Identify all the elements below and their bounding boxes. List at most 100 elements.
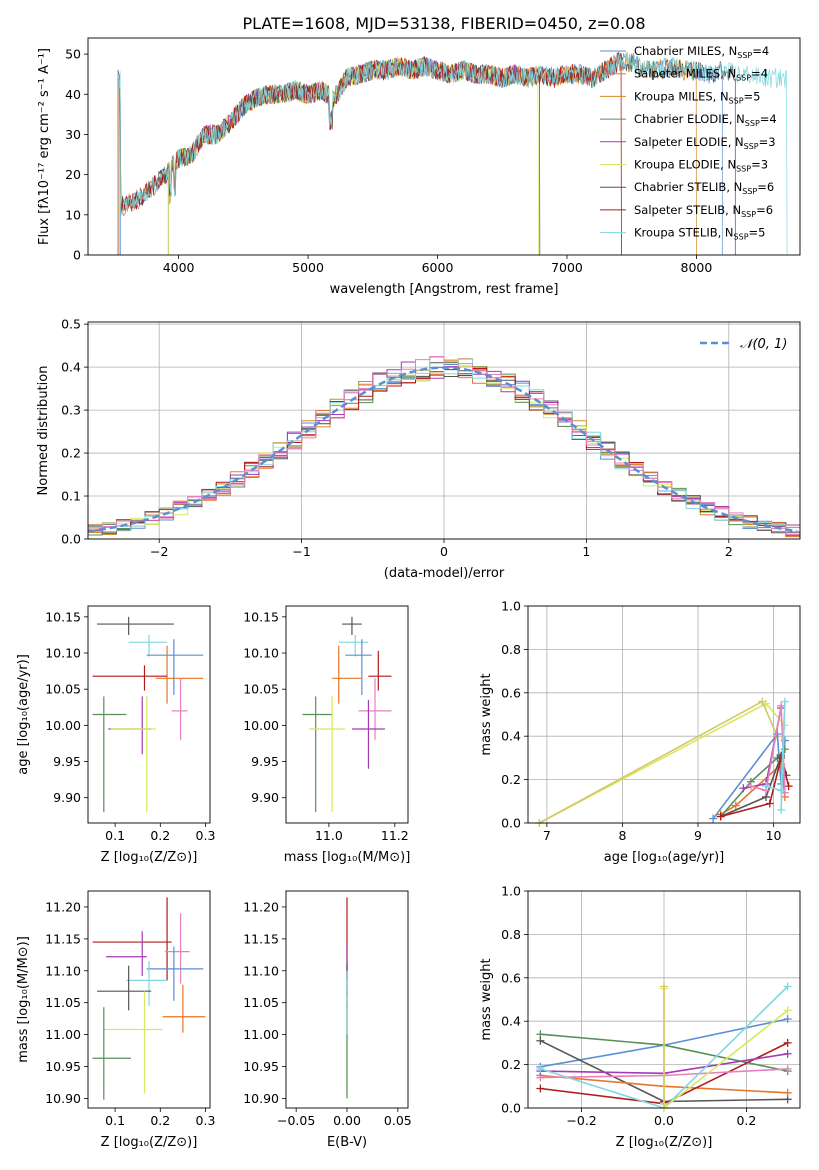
y-tick-label: 11.15 xyxy=(45,931,81,946)
weight-marker xyxy=(783,1038,792,1047)
weight-marker xyxy=(783,1049,792,1058)
weight-marker xyxy=(780,697,789,706)
x-axis-label: age [log₁₀(age/yr)] xyxy=(604,850,725,865)
y-tick-label: 10.10 xyxy=(243,646,279,661)
x-tick-label: 0.00 xyxy=(333,1113,361,1128)
y-tick-label: 1.0 xyxy=(501,599,521,614)
y-tick-label: 0.0 xyxy=(501,816,521,831)
y-axis-label: mass weight xyxy=(479,958,494,1040)
x-tick-label: 11.0 xyxy=(315,828,343,843)
y-axis-label: Normed distribution xyxy=(36,366,51,496)
y-tick-label: 11.00 xyxy=(243,1027,279,1042)
legend-entry: Salpeter MILES, NSSP=4 xyxy=(634,67,768,83)
weight-marker xyxy=(777,805,786,814)
x-tick-label: 0 xyxy=(440,544,448,559)
weight-marker xyxy=(746,782,755,791)
weight-marker xyxy=(784,782,793,791)
y-tick-label: 11.05 xyxy=(45,995,81,1010)
x-tick-label: 11.2 xyxy=(381,828,409,843)
x-axis-label: wavelength [Angstrom, rest frame] xyxy=(330,282,559,297)
x-tick-label: 8 xyxy=(618,828,626,843)
x-tick-label: 8000 xyxy=(681,260,713,275)
spectrum-panel: 4000 5000 6000 7000 8000 0 10 20 30 40 50 wavelengt… xyxy=(37,37,801,297)
weight-marker xyxy=(758,697,767,706)
y-tick-label: 0.4 xyxy=(501,1014,521,1029)
x-tick-label: 9 xyxy=(694,828,702,843)
age-vs-mass-panel: 11.0 11.2 9.90 9.95 10.00 10.05 10.10 10.15 mass… xyxy=(243,605,410,865)
x-axis-label: Z [log₁₀(Z/Z⊙)] xyxy=(616,1135,713,1150)
y-tick-label: 10.15 xyxy=(45,609,81,624)
y-tick-label: 10 xyxy=(65,207,81,222)
legend-entry: Chabrier STELIB, NSSP=6 xyxy=(634,180,774,196)
legend-entry: Kroupa MILES, NSSP=5 xyxy=(634,89,760,105)
axes-frame xyxy=(285,890,409,1109)
y-tick-label: 30 xyxy=(65,127,81,142)
weight-marker xyxy=(777,786,786,795)
spectrum-line xyxy=(167,56,541,255)
age-vs-Z-panel: 0.1 0.2 0.3 9.90 9.95 10.00 10.05 10.10 10.15 Z [… xyxy=(16,605,216,865)
x-tick-label: 0.2 xyxy=(150,1113,170,1128)
weight-marker xyxy=(716,812,725,821)
x-tick-label: −0.05 xyxy=(277,1113,315,1128)
y-tick-label: 11.10 xyxy=(45,963,81,978)
spectrum-legend: Chabrier MILES, NSSP=4 Salpeter MILES, NS… xyxy=(600,44,777,242)
weight-marker xyxy=(660,982,668,991)
axes-frame xyxy=(285,605,409,824)
x-tick-label: 2 xyxy=(725,544,733,559)
axes-frame xyxy=(87,37,801,256)
mass-vs-ebv-panel: −0.05 0.00 0.05 10.90 10.95 11.00 11.05 11.10 11… xyxy=(243,890,412,1150)
x-tick-label: 0.1 xyxy=(105,828,125,843)
y-tick-label: 9.95 xyxy=(53,754,81,769)
y-tick-label: 9.95 xyxy=(251,754,279,769)
y-tick-label: 0.6 xyxy=(501,970,521,985)
figure-title: PLATE=1608, MJD=53138, FIBERID=0450, z=0… xyxy=(242,14,645,33)
legend-entry: Chabrier ELODIE, NSSP=4 xyxy=(634,112,777,128)
weight-marker xyxy=(709,814,718,823)
y-tick-label: 11.05 xyxy=(243,995,279,1010)
y-tick-label: 0.2 xyxy=(501,772,521,787)
weight-vs-Z-panel: −0.2 0.0 0.2 0.0 0.2 0.4 0.6 0.8 1.0 Z [log₁₀(Z/Z… xyxy=(479,884,801,1150)
y-tick-label: 0.4 xyxy=(501,729,521,744)
y-tick-label: 0.4 xyxy=(61,360,81,375)
weight-line xyxy=(720,754,790,818)
y-tick-label: 50 xyxy=(65,47,81,62)
spectrum-line xyxy=(117,53,788,255)
y-tick-label: 10.10 xyxy=(45,646,81,661)
spectrum-series-group xyxy=(117,51,788,255)
x-tick-label: 0.2 xyxy=(736,1113,756,1128)
y-tick-label: 0.2 xyxy=(61,446,81,461)
axes-frame xyxy=(87,321,801,540)
y-tick-label: 0.2 xyxy=(501,1057,521,1072)
x-tick-label: 5000 xyxy=(292,260,324,275)
legend-entry: Salpeter STELIB, NSSP=6 xyxy=(634,203,773,219)
x-tick-label: 1 xyxy=(582,544,590,559)
histogram-step xyxy=(88,356,800,535)
weight-marker xyxy=(536,1084,545,1093)
weight-marker xyxy=(783,982,792,991)
y-tick-label: 11.00 xyxy=(45,1027,81,1042)
weight-marker xyxy=(536,1036,545,1045)
x-axis-label: E(B-V) xyxy=(327,1135,367,1150)
y-tick-label: 11.10 xyxy=(243,963,279,978)
y-tick-label: 0.6 xyxy=(501,685,521,700)
y-tick-label: 10.90 xyxy=(243,1091,279,1106)
y-tick-label: 0.0 xyxy=(501,1101,521,1116)
y-tick-label: 10.00 xyxy=(243,718,279,733)
y-tick-label: 9.90 xyxy=(53,790,81,805)
weight-marker xyxy=(731,801,740,810)
y-axis-label: age [log₁₀(age/yr)] xyxy=(16,654,31,775)
axes-frame xyxy=(87,605,211,824)
x-tick-label: −1 xyxy=(292,544,310,559)
x-axis-label: (data-model)/error xyxy=(384,566,505,581)
x-axis-label: Z [log₁₀(Z/Z⊙)] xyxy=(101,1135,198,1150)
residuals-panel: −2 −1 0 1 2 0.0 0.1 0.2 0.3 0.4 0.5 (data-model)/er… xyxy=(36,317,801,581)
y-tick-label: 0.1 xyxy=(61,489,81,504)
y-tick-label: 0 xyxy=(73,248,81,263)
mass-vs-Z-panel: 0.1 0.2 0.3 10.90 10.95 11.00 11.05 11.10 11.15 1… xyxy=(16,890,215,1150)
x-tick-label: 0.3 xyxy=(196,828,216,843)
legend-entry: Salpeter ELODIE, NSSP=3 xyxy=(634,135,776,151)
x-tick-label: 0.1 xyxy=(105,1113,125,1128)
x-tick-label: 4000 xyxy=(163,260,195,275)
axes-frame xyxy=(527,605,801,824)
axes-frame xyxy=(527,890,801,1109)
